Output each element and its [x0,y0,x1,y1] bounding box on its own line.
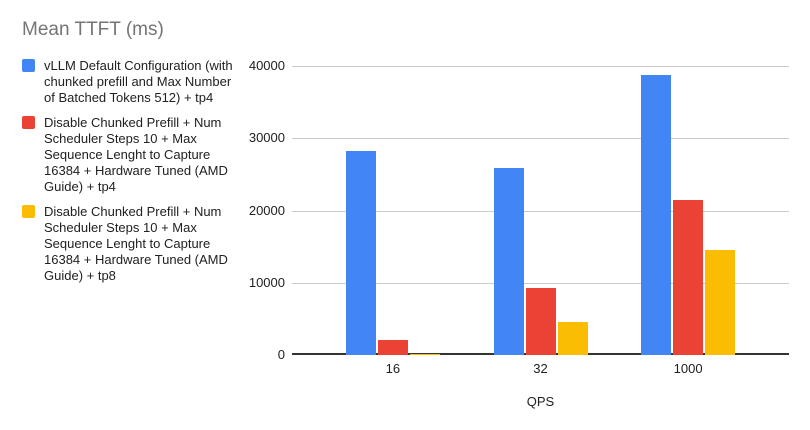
bar-qps16-series2 [410,353,440,355]
bar-qps16-series1 [378,339,408,355]
bar-qps1000-series0 [641,74,671,355]
x-axis-title: QPS [526,394,555,409]
x-tick-label-16: 16 [385,361,401,376]
y-tick-label-20000: 20000 [248,202,285,218]
legend-item-label: Disable Chunked Prefill + Num Scheduler … [44,204,228,283]
bar-qps16-series0 [346,150,376,355]
legend-item-label: Disable Chunked Prefill + Num Scheduler … [44,115,228,194]
legend-swatch-icon [22,205,35,218]
bar-qps1000-series2 [705,250,735,355]
legend: vLLM Default Configuration (with chunked… [22,58,250,293]
bar-qps32-series1 [526,287,556,355]
legend-swatch-icon [22,116,35,129]
bar-qps32-series2 [558,321,588,355]
x-tick-label-1000: 1000 [673,361,703,376]
y-gridline-40000 [292,66,789,67]
legend-item-0: vLLM Default Configuration (with chunked… [22,58,250,106]
y-gridline-20000 [292,211,789,212]
legend-item-2: Disable Chunked Prefill + Num Scheduler … [22,204,250,284]
y-gridline-10000 [292,283,789,284]
chart-title: Mean TTFT (ms) [22,19,164,40]
x-tick-label-32: 32 [533,361,548,376]
legend-item-label: vLLM Default Configuration (with chunked… [44,58,233,105]
legend-swatch-icon [22,59,35,72]
y-tick-label-40000: 40000 [248,58,285,73]
plot-area: 0 10000 20000 30000 40000 16 32 1000 [249,58,789,376]
y-tick-label-30000: 30000 [248,130,285,146]
y-tick-label-10000: 10000 [248,274,285,290]
y-tick-label-0: 0 [277,347,285,362]
bar-qps1000-series1 [673,200,703,355]
y-gridline-30000 [292,138,789,139]
bar-qps32-series0 [494,167,524,355]
legend-item-1: Disable Chunked Prefill + Num Scheduler … [22,115,250,195]
